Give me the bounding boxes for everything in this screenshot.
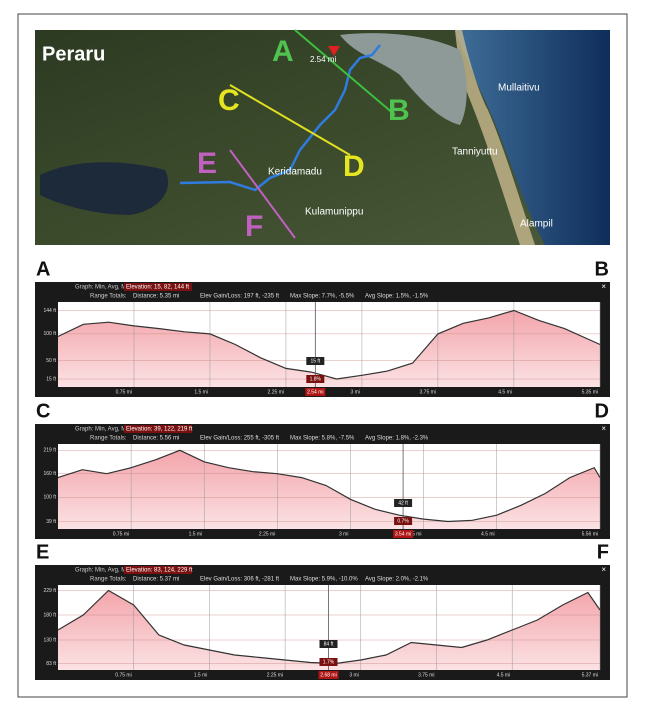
marker: D (343, 150, 365, 183)
marker: A (272, 35, 294, 68)
section-start: A (36, 258, 50, 280)
distance: Distance: 5.35 mi (133, 294, 179, 300)
cursor-slope: 1.7% (323, 659, 335, 665)
section-start: C (36, 400, 50, 422)
range-label: Range Totals: (90, 436, 127, 442)
section-end: F (597, 541, 609, 563)
avg-slope: Avg Slope: 1.8%, -2.3% (365, 436, 429, 442)
y-tick-label: 100 ft (43, 331, 56, 337)
distance: Distance: 5.37 mi (133, 577, 179, 583)
cursor-elevation: 42 ft (398, 500, 408, 506)
x-tick-label: 1.5 mi (194, 672, 208, 678)
y-tick-label: 39 ft (46, 519, 56, 525)
place: Keridamadu (268, 167, 322, 178)
x-tick-label: 3.75 mi (420, 389, 436, 395)
x-tick-label: 3 mi (349, 672, 358, 678)
avg-slope: Avg Slope: 1.5%, -1.5% (365, 294, 429, 300)
cursor-slope: 0.7% (397, 518, 409, 524)
x-tick-label: 3.75 mi (418, 672, 434, 678)
gain-loss: Elev Gain/Loss: 306 ft, -281 ft (200, 577, 279, 583)
y-tick-label: 50 ft (46, 358, 56, 364)
x-tick-label: 3 mi (339, 531, 348, 537)
marker: C (218, 84, 240, 117)
graph-label: Graph: Min, Avg, Max (75, 427, 133, 433)
x-tick-label: 4.5 mi (497, 672, 511, 678)
figure-canvas: Peraru A B C D E F 2.54 mi Mullaitivu Ta… (0, 0, 645, 711)
y-tick-label: 219 ft (43, 448, 56, 454)
x-tick-label: 1.5 mi (194, 389, 208, 395)
x-tick-label: 2.25 mi (267, 672, 283, 678)
cursor-elevation: 15 ft (310, 358, 320, 364)
x-tick-label: 0.75 mi (116, 389, 132, 395)
x-tick-label: 4.5 mi (498, 389, 512, 395)
cursor-elevation: 84 ft (324, 641, 334, 647)
elevation-summary: Elevation: 39, 122, 219 ft (126, 427, 193, 433)
cursor-slope: 1.8% (310, 376, 322, 382)
close-button: × (601, 282, 606, 291)
map-title: Peraru (42, 43, 105, 65)
y-tick-label: 180 ft (43, 612, 56, 618)
y-tick-label: 83 ft (46, 661, 56, 667)
close-button: × (601, 565, 606, 574)
section-end: B (595, 258, 609, 280)
x-tick-label: 2.25 mi (268, 389, 284, 395)
x-tick-label: 5.56 mi (582, 531, 598, 537)
cursor-distance: 3.54 mi (395, 531, 411, 537)
x-tick-label: 0.75 mi (113, 531, 129, 537)
marker: B (388, 94, 410, 127)
x-tick-label: 5.35 mi (582, 389, 598, 395)
y-tick-label: 15 ft (46, 376, 56, 382)
x-tick-label: 2.25 mi (259, 531, 275, 537)
gain-loss: Elev Gain/Loss: 197 ft, -235 ft (200, 294, 279, 300)
marker: F (245, 210, 263, 243)
section-start: E (36, 541, 49, 563)
graph-label: Graph: Min, Avg, Max (75, 568, 133, 574)
range-label: Range Totals: (90, 294, 127, 300)
marker: E (197, 147, 217, 180)
cursor-distance: 2.68 mi (320, 672, 336, 678)
x-tick-label: 5.37 mi (582, 672, 598, 678)
section-end: D (595, 400, 609, 422)
place: Mullaitivu (498, 83, 540, 94)
y-tick-label: 130 ft (43, 637, 56, 643)
range-label: Range Totals: (90, 577, 127, 583)
y-tick-label: 160 ft (43, 471, 56, 477)
x-tick-label: 0.75 mi (115, 672, 131, 678)
cursor-distance: 2.54 mi (307, 389, 323, 395)
x-tick-label: 1.5 mi (189, 531, 203, 537)
place: Alampil (520, 219, 553, 230)
y-tick-label: 100 ft (43, 495, 56, 501)
x-tick-label: 4.5 mi (481, 531, 495, 537)
max-slope: Max Slope: 5.8%, -7.5% (290, 436, 355, 442)
distance-label: 2.54 mi (310, 55, 336, 64)
elevation-summary: Elevation: 15, 82, 144 ft (126, 285, 189, 291)
map: Peraru A B C D E F 2.54 mi Mullaitivu Ta… (35, 30, 610, 245)
distance: Distance: 5.56 mi (133, 436, 179, 442)
y-tick-label: 229 ft (43, 588, 56, 594)
place: Tanniyuttu (452, 147, 498, 158)
max-slope: Max Slope: 5.9%, -10.0% (290, 577, 358, 583)
close-button: × (601, 424, 606, 433)
max-slope: Max Slope: 7.7%, -5.5% (290, 294, 355, 300)
graph-label: Graph: Min, Avg, Max (75, 285, 133, 291)
y-tick-label: 144 ft (43, 308, 56, 314)
avg-slope: Avg Slope: 2.0%, -2.1% (365, 577, 429, 583)
figure: Peraru A B C D E F 2.54 mi Mullaitivu Ta… (0, 0, 645, 711)
place: Kulamunippu (305, 207, 363, 218)
x-tick-label: 3 mi (350, 389, 359, 395)
gain-loss: Elev Gain/Loss: 255 ft, -305 ft (200, 436, 279, 442)
elevation-summary: Elevation: 83, 124, 229 ft (126, 568, 193, 574)
